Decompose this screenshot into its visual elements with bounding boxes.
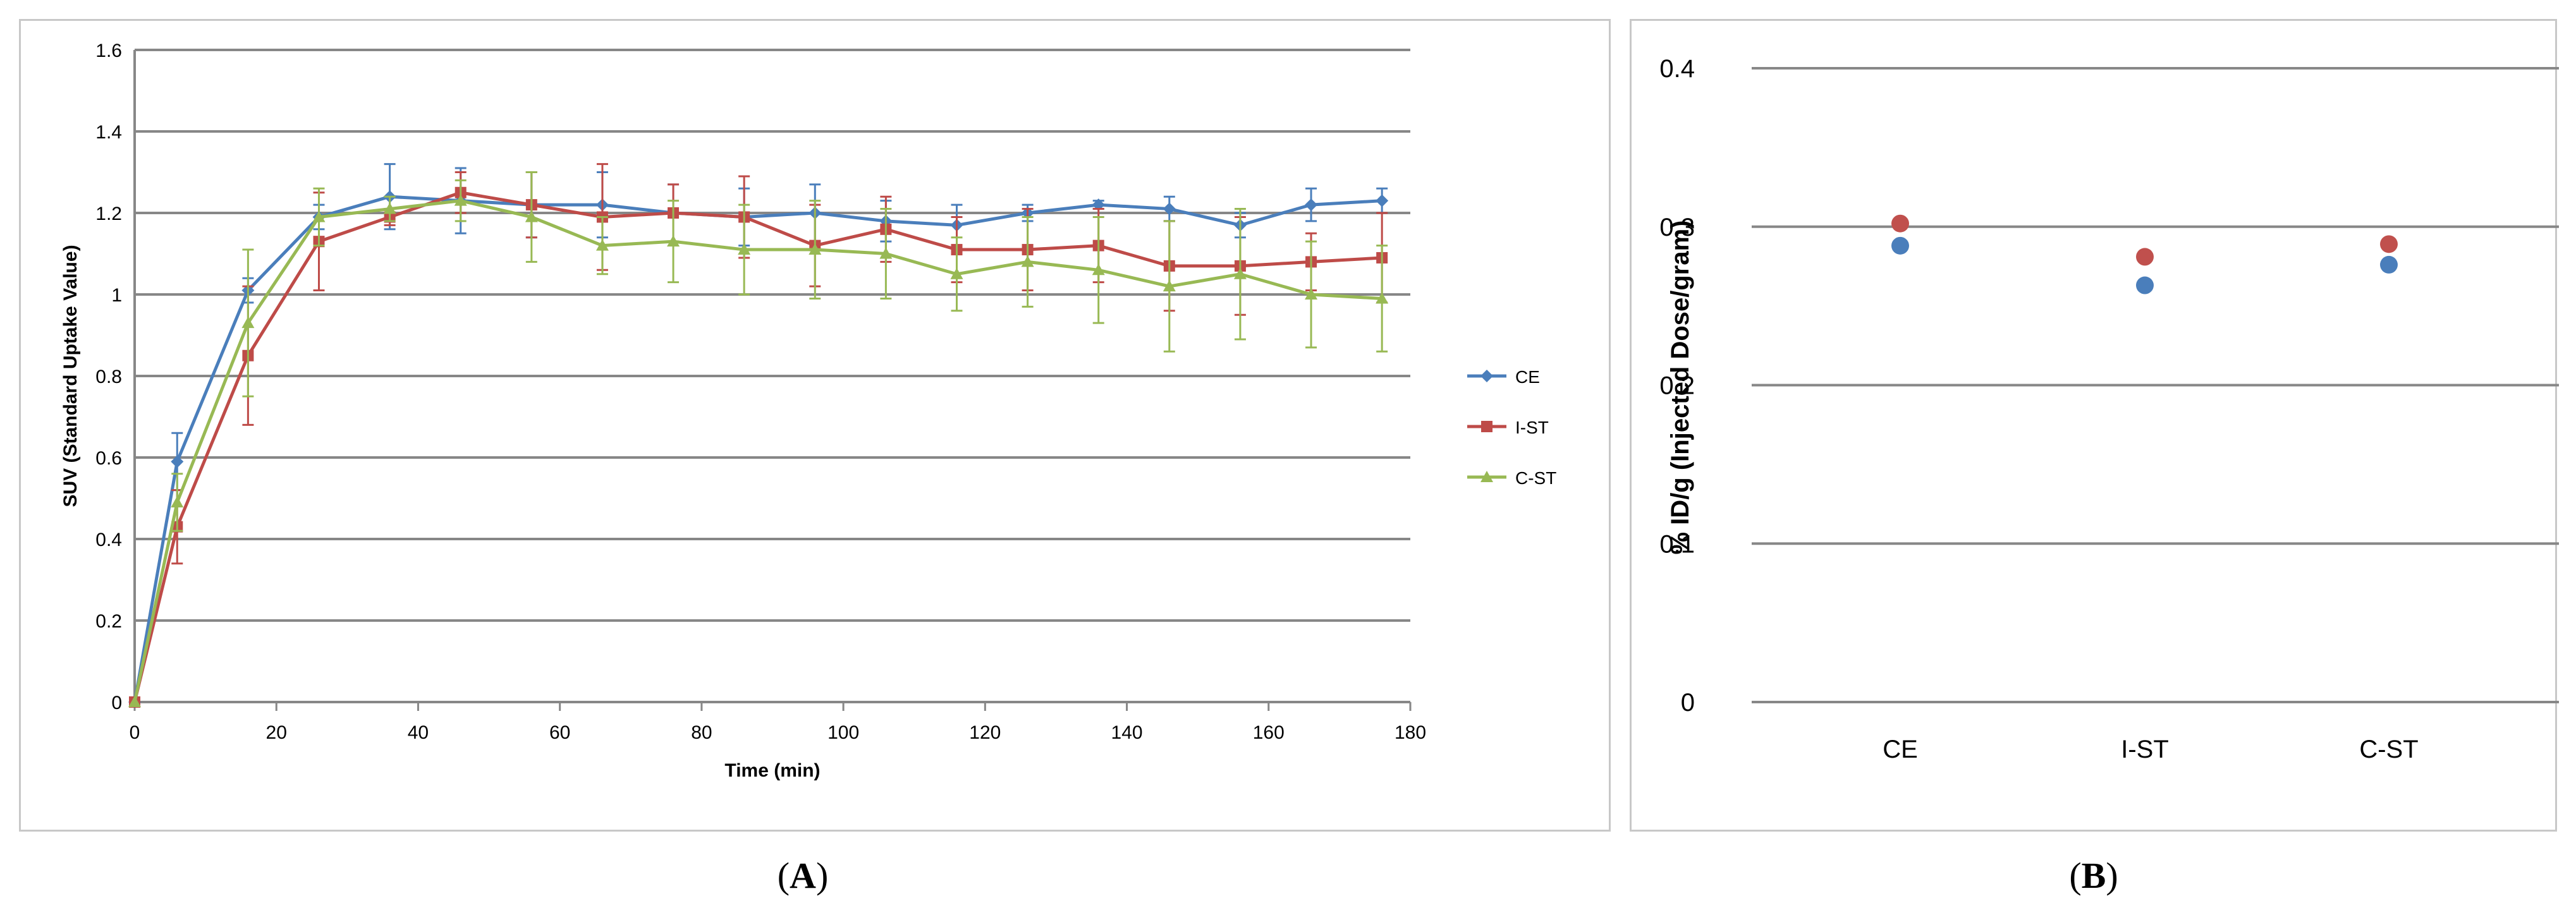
x-tick-label: 100 [827,722,859,743]
x-category-label: I-ST [2121,736,2169,763]
x-tick-label: 80 [691,722,712,743]
data-point [2380,235,2398,253]
series-c-st [128,171,1389,707]
chart-panel-a: 0 0.2 0.4 0.6 0.8 1 1.2 1.4 1.6 0 20 40 60 80 100 120 14… [19,19,1611,832]
data-point [1376,292,1389,304]
data-point [950,267,963,279]
y-axis-title: % ID/g (Injected Dose/gram) [1666,221,1694,555]
data-point [1163,280,1176,292]
panel-label-a: (A) [777,855,829,896]
y-tick-label: 0.2 [95,611,122,632]
data-point [809,243,822,255]
y-tick-label: 0.1 [1659,530,1695,558]
y-tick-label: 1.4 [95,122,122,143]
data-point [1305,288,1318,300]
data-point [1163,202,1176,215]
data-point [1092,264,1105,276]
data-point [879,247,893,259]
x-tick-label: 20 [266,722,287,743]
series-line [133,199,1383,703]
y-tick-label: 0.8 [95,367,122,387]
x-tick-label: 180 [1395,722,1426,743]
legend-marker [1480,370,1493,382]
series-line [133,191,1383,703]
legend-label: C-ST [1515,468,1556,488]
data-point [454,194,467,206]
y-tick-label: 1 [111,285,122,306]
x-tick-label: 0 [130,722,140,743]
data-point [128,696,141,707]
data-point [1891,214,1909,233]
x-category-label: CE [1883,736,1918,763]
y-tick-label: 0.4 [1659,55,1695,83]
data-point [1891,236,1909,255]
series-line [133,195,1383,703]
data-point [1376,194,1389,207]
x-tick-label: 120 [969,722,1001,743]
data-point [241,317,255,329]
y-tick-label: 0 [111,693,122,713]
x-axis-title: Time (min) [724,760,820,781]
x-category-label: C-ST [2359,736,2418,763]
series-0 [1891,236,2398,294]
data-point [383,202,396,214]
line-chart-svg: 0 0.2 0.4 0.6 0.8 1 1.2 1.4 1.6 0 20 40 60 80 100 120 14… [60,40,1556,781]
scatter-chart-svg: 0 0.1 0.2 0.3 0.4 CE I-ST C-ST % ID/g (Injected … [1659,55,2559,763]
data-point [525,210,538,222]
series-1 [1891,214,2398,266]
data-point [312,210,326,222]
legend-label: I-ST [1515,418,1549,437]
x-tick-label: 60 [549,722,570,743]
y-tick-label: 1.2 [95,203,122,224]
legend-marker [1481,421,1492,432]
legend-item-i-st: I-ST [1467,418,1549,437]
data-point [667,235,680,247]
data-point [2136,276,2154,294]
chart-panel-b: 0 0.1 0.2 0.3 0.4 CE I-ST C-ST % ID/g (Injected … [1630,19,2559,832]
y-axis-title: SUV (Standard Uptake Value) [60,245,81,507]
legend-item-ce: CE [1467,367,1540,387]
data-point [171,495,184,507]
panel-label-b: (B) [2069,855,2118,896]
y-tick-label: 0.2 [1659,372,1695,400]
data-point [1021,255,1034,267]
y-tick-label: 0.4 [95,530,122,550]
data-point [1233,267,1247,279]
legend-item-c-st: C-ST [1467,468,1556,488]
data-point [595,239,609,251]
y-tick-label: 1.6 [95,40,122,61]
data-point [1305,198,1318,212]
data-point [738,243,751,255]
data-point [171,455,184,468]
y-tick-label: 0 [1681,689,1695,717]
y-tick-label: 0.6 [95,448,122,469]
x-tick-label: 40 [408,722,429,743]
data-point [2380,255,2398,274]
legend-marker [1480,471,1493,482]
x-tick-label: 140 [1111,722,1143,743]
data-point [2136,248,2154,266]
legend-label: CE [1515,367,1540,387]
y-tick-label: 0.3 [1659,214,1695,241]
x-tick-label: 160 [1253,722,1285,743]
